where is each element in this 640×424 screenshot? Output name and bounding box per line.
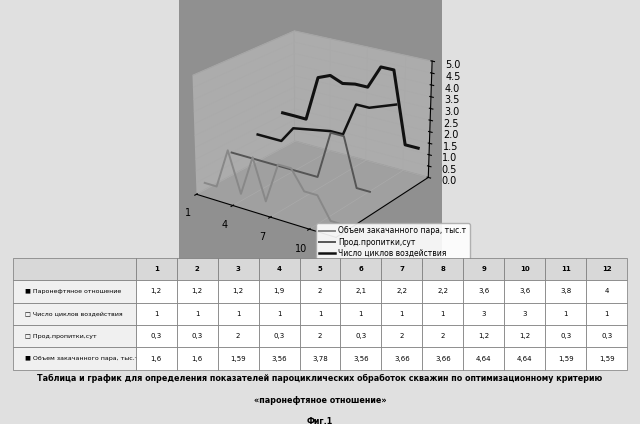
Text: Таблица и график для определения показателей пароциклических обработок скважин п: Таблица и график для определения показат… [37,374,603,382]
Text: Фиг.1: Фиг.1 [307,417,333,424]
Text: «паронефтяное отношение»: «паронефтяное отношение» [253,396,387,404]
Legend: Объем закачанного пара, тыс.т, Прод.пропитки,сут, Число циклов воздействия, Паро: Объем закачанного пара, тыс.т, Прод.проп… [316,223,470,272]
